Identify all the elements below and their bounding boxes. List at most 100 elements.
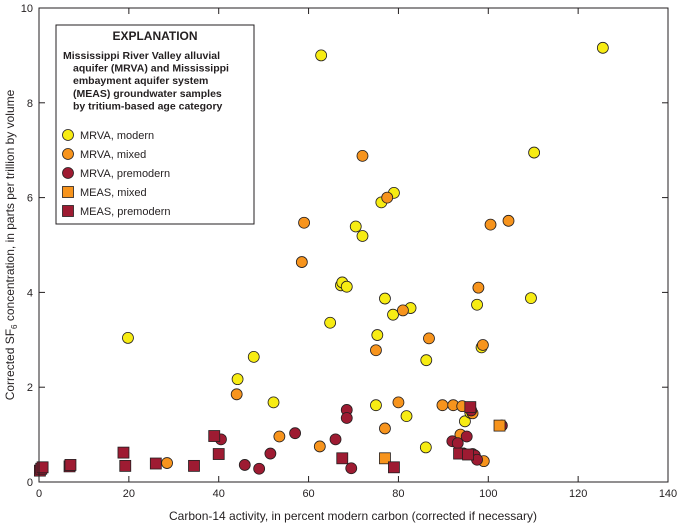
legend-marker-mrva-modern: [62, 129, 74, 141]
point-meas-mixed: [379, 452, 391, 465]
point-meas-premodern: [208, 430, 221, 442]
y-tick-label: 6: [27, 193, 33, 205]
y-axis-title: Corrected SF6 concentration, in parts pe…: [3, 89, 19, 400]
legend-subtitle: Mississippi River Valley alluvialaquifer…: [63, 50, 229, 112]
point-mrva-modern: [315, 49, 328, 62]
point-mrva-mixed: [392, 396, 405, 409]
y-tick-label: 0: [27, 477, 33, 489]
point-meas-premodern: [336, 452, 349, 465]
legend-subtitle-line: embayment aquifer system: [73, 75, 208, 87]
point-mrva-mixed: [381, 191, 394, 204]
x-axis-title: Carbon-14 activity, in percent modern ca…: [169, 509, 537, 523]
point-mrva-mixed: [370, 344, 382, 357]
x-tick-label: 20: [123, 488, 135, 500]
point-mrva-premodern: [329, 433, 342, 446]
point-meas-premodern: [36, 461, 49, 474]
legend-subtitle-line: Mississippi River Valley alluvial: [63, 50, 220, 62]
point-meas-premodern: [212, 448, 225, 460]
x-tick-label: 0: [36, 488, 42, 500]
point-mrva-mixed: [161, 457, 173, 469]
legend-entries: MRVA, modern MRVA, mixed MRVA, premodern ME…: [62, 129, 170, 218]
point-mrva-mixed: [298, 216, 310, 229]
y-tick-label: 2: [27, 382, 33, 394]
point-mrva-modern: [400, 410, 413, 423]
point-mrva-modern: [247, 350, 260, 363]
legend-label: MRVA, modern: [80, 130, 154, 142]
x-tick-label: 140: [659, 488, 677, 500]
point-mrva-premodern: [238, 459, 251, 471]
x-tick-label: 120: [569, 488, 587, 500]
point-mrva-modern: [371, 329, 384, 341]
plot-frame: [38, 7, 669, 483]
legend-heading: EXPLANATION: [112, 29, 197, 43]
point-mrva-premodern: [264, 447, 277, 460]
point-mrva-modern: [459, 415, 471, 428]
point-mrva-modern: [379, 292, 391, 305]
point-mrva-modern: [356, 230, 369, 242]
point-mrva-mixed: [295, 256, 308, 268]
point-mrva-mixed: [472, 281, 485, 294]
point-meas-premodern: [149, 457, 162, 470]
point-mrva-modern: [528, 146, 541, 159]
legend: EXPLANATION Mississippi River Valley all…: [55, 24, 255, 225]
point-mrva-modern: [267, 396, 280, 409]
point-mrva-premodern: [460, 430, 473, 443]
point-meas-premodern: [464, 401, 477, 414]
point-mrva-mixed: [230, 388, 243, 401]
legend-label: MEAS, mixed: [80, 187, 147, 199]
legend-marker-meas-mixed: [62, 186, 74, 198]
point-meas-premodern: [117, 446, 130, 459]
x-tick-label: 60: [302, 488, 314, 500]
point-mrva-mixed: [273, 430, 286, 443]
point-mrva-mixed: [379, 422, 391, 435]
point-mrva-mixed: [436, 399, 449, 412]
point-mrva-modern: [122, 332, 134, 344]
point-mrva-premodern: [253, 462, 266, 475]
point-meas-premodern: [388, 461, 400, 474]
legend-marker-mrva-mixed: [62, 148, 74, 160]
x-tick-label: 100: [479, 488, 497, 500]
point-mrva-modern: [231, 373, 244, 386]
legend-box: [55, 24, 255, 225]
point-meas-mixed: [493, 419, 506, 432]
legend-subtitle-line: by tritium-based age category: [73, 100, 223, 112]
point-meas-premodern: [64, 459, 77, 471]
legend-subtitle-line: (MEAS) groundwater samples: [73, 88, 222, 100]
point-mrva-mixed: [356, 149, 369, 162]
point-meas-premodern: [119, 459, 132, 472]
point-mrva-modern: [370, 399, 382, 412]
legend-marker-meas-premodern: [62, 205, 74, 217]
x-tick-label: 40: [213, 488, 225, 500]
point-mrva-mixed: [423, 332, 435, 345]
point-mrva-mixed: [502, 214, 515, 227]
legend-label: MEAS, premodern: [80, 206, 170, 218]
point-mrva-premodern: [340, 412, 353, 424]
point-mrva-modern: [340, 280, 353, 293]
y-axis-title-subscript: 6: [10, 324, 19, 329]
y-tick-label: 10: [21, 3, 33, 15]
point-mrva-modern: [387, 308, 399, 321]
legend-subtitle-line: aquifer (MRVA) and Mississippi: [73, 63, 229, 75]
y-axis: 0 2 4 6 8 10: [21, 3, 668, 489]
point-mrva-modern: [419, 441, 432, 454]
legend-marker-mrva-premodern: [62, 167, 74, 179]
y-tick-label: 4: [27, 287, 33, 299]
point-mrva-modern: [349, 220, 362, 233]
point-meas-premodern: [188, 459, 200, 472]
x-axis: 0 20 40 60 80 100 120 140: [36, 8, 677, 500]
legend-label: MRVA, premodern: [80, 168, 170, 180]
point-mrva-premodern: [345, 462, 358, 475]
point-mrva-mixed: [397, 304, 409, 317]
point-mrva-mixed: [476, 339, 489, 351]
point-mrva-mixed: [484, 218, 497, 231]
y-axis-title-suffix: concentration, in parts per trillion by …: [3, 89, 17, 324]
point-mrva-modern: [525, 292, 537, 304]
y-tick-label: 8: [27, 98, 33, 110]
point-mrva-mixed: [313, 440, 326, 453]
legend-label: MRVA, mixed: [80, 149, 146, 161]
point-mrva-modern: [420, 354, 433, 367]
point-mrva-premodern: [289, 427, 301, 440]
point-mrva-modern: [324, 316, 337, 329]
y-axis-title-prefix: Corrected SF: [3, 329, 17, 400]
